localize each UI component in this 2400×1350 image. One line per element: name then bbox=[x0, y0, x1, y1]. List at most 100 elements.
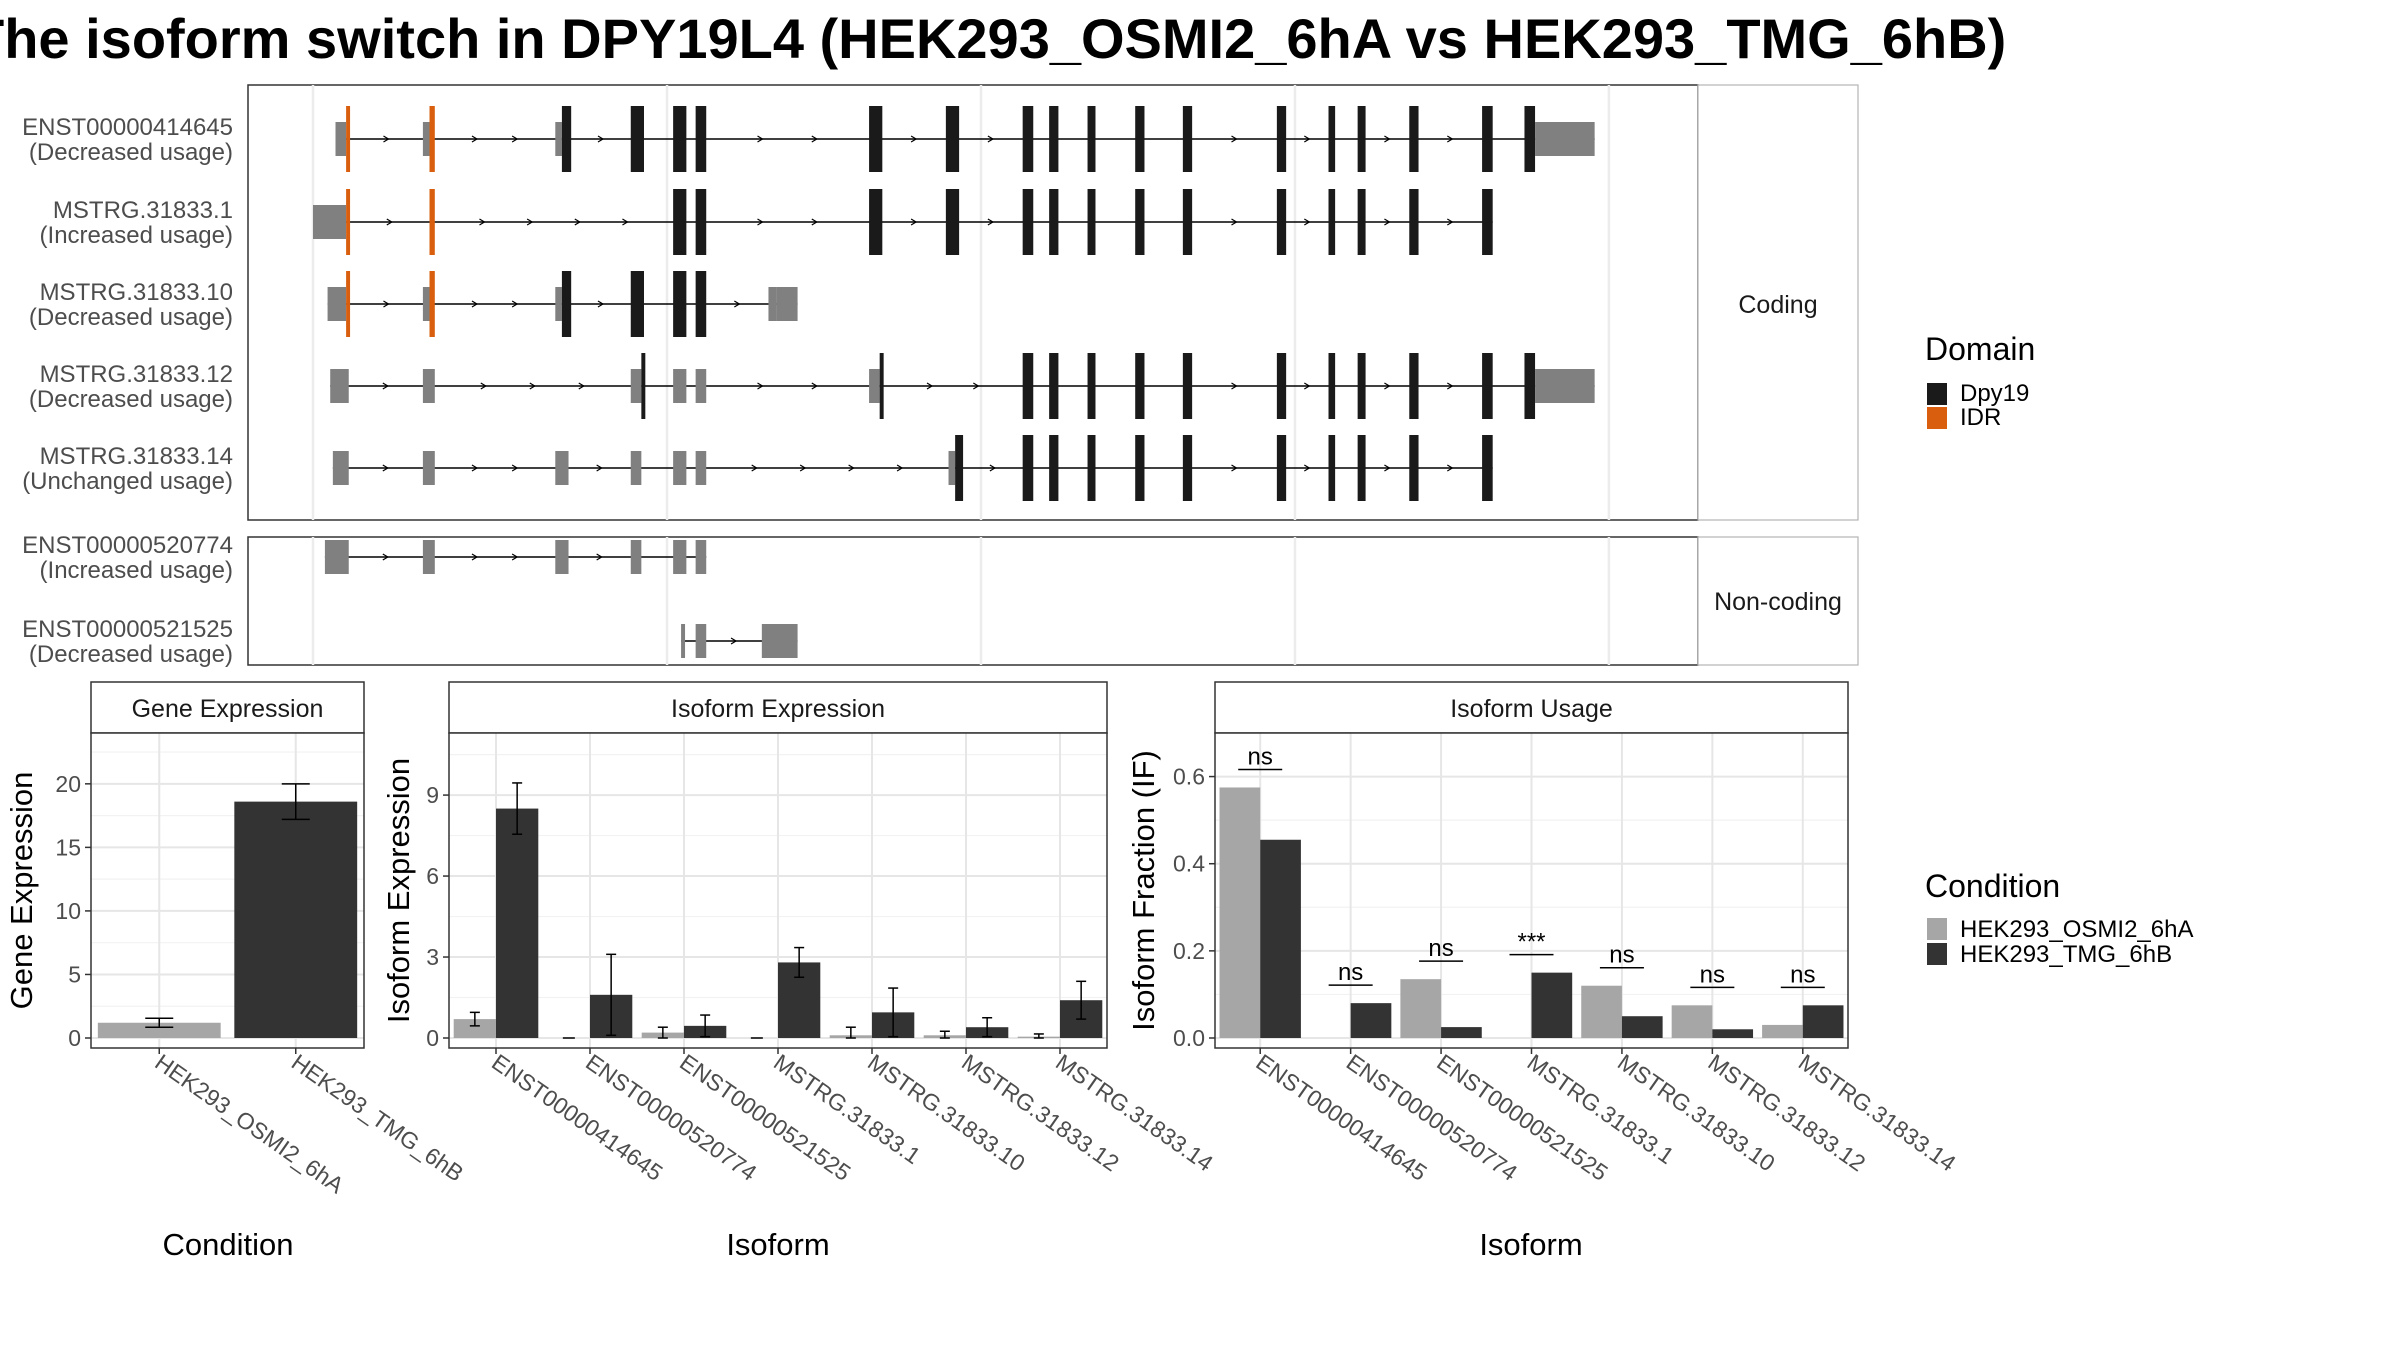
exon bbox=[1135, 435, 1145, 501]
exon bbox=[429, 189, 435, 255]
isoform-usage-label: (Unchanged usage) bbox=[22, 468, 233, 495]
figure-title: The isoform switch in DPY19L4 (HEK293_OS… bbox=[0, 7, 2006, 70]
bar bbox=[1671, 1005, 1713, 1038]
intron-arrow bbox=[1384, 218, 1391, 226]
isoform-usage-label: (Decreased usage) bbox=[29, 386, 233, 413]
legend-key-dpy19 bbox=[1927, 383, 1947, 405]
x-tick-label: MSTRG.31833.10 bbox=[1613, 1049, 1780, 1177]
bar bbox=[1762, 1024, 1803, 1038]
noncoding-panel bbox=[247, 536, 1699, 666]
intron-arrow bbox=[597, 300, 605, 308]
exon bbox=[1276, 435, 1287, 501]
bar bbox=[1441, 1027, 1482, 1038]
intron-arrow bbox=[1304, 218, 1311, 226]
intron-arrow bbox=[811, 218, 818, 226]
intron-arrow bbox=[382, 382, 389, 390]
exon bbox=[1482, 353, 1493, 419]
y-axis-title: Isoform Expression bbox=[381, 758, 416, 1023]
exon bbox=[1482, 106, 1493, 172]
intron-arrow bbox=[1447, 135, 1454, 143]
exon bbox=[555, 451, 569, 485]
x-tick-label: ENST00000520774 bbox=[581, 1049, 762, 1186]
isoform-row: MSTRG.31833.14(Unchanged usage) bbox=[22, 435, 1493, 501]
exon bbox=[1276, 353, 1287, 419]
bar bbox=[1621, 1016, 1663, 1038]
bar bbox=[496, 808, 539, 1038]
exon bbox=[1328, 106, 1336, 172]
intron-arrow bbox=[1447, 218, 1454, 226]
x-tick-label: ENST00000414645 bbox=[487, 1049, 667, 1186]
isoform-id-label: ENST00000521525 bbox=[22, 616, 233, 643]
isoform-structure-panel: CodingNon-codingENST00000414645(Decrease… bbox=[22, 84, 1859, 668]
bar bbox=[1400, 979, 1442, 1038]
y-tick-label: 6 bbox=[426, 863, 439, 889]
intron-arrow bbox=[574, 218, 581, 226]
intron-arrow bbox=[757, 135, 764, 143]
exon bbox=[422, 122, 430, 156]
legend-key-idr bbox=[1927, 407, 1947, 429]
intron-arrow bbox=[480, 382, 487, 390]
exon bbox=[695, 369, 707, 403]
intron-arrow bbox=[757, 218, 764, 226]
exon bbox=[1049, 353, 1059, 419]
intron-arrow bbox=[751, 464, 758, 472]
y-tick-label: 9 bbox=[426, 782, 439, 808]
intron-arrow bbox=[734, 300, 741, 308]
exon bbox=[555, 287, 562, 321]
significance-label: ns bbox=[1609, 942, 1634, 969]
intron-arrow bbox=[910, 218, 918, 226]
exon bbox=[346, 271, 351, 337]
exon bbox=[429, 106, 435, 172]
exon bbox=[695, 451, 707, 485]
intron-arrow bbox=[1304, 135, 1311, 143]
y-tick-label: 0.0 bbox=[1173, 1025, 1205, 1051]
isoform-usage-label: (Increased usage) bbox=[40, 557, 233, 584]
x-tick-label: MSTRG.31833.14 bbox=[1794, 1049, 1961, 1177]
exon bbox=[1182, 435, 1193, 501]
exon bbox=[641, 353, 646, 419]
significance-label: ns bbox=[1248, 743, 1273, 770]
isoform-row: MSTRG.31833.1(Increased usage) bbox=[40, 189, 1493, 255]
intron-arrow bbox=[1447, 382, 1454, 390]
y-tick-label: 20 bbox=[55, 771, 81, 797]
bar bbox=[97, 1022, 221, 1038]
exon bbox=[1135, 106, 1145, 172]
bar-charts: Gene Expression05101520HEK293_OSMI2_6hAH… bbox=[4, 681, 1961, 1262]
intron-arrow bbox=[382, 464, 389, 472]
legend-key-cond-a bbox=[1927, 918, 1947, 940]
exon bbox=[324, 540, 349, 574]
exon bbox=[630, 271, 644, 337]
intron-arrow bbox=[479, 218, 486, 226]
intron-arrow bbox=[811, 135, 818, 143]
intron-arrow bbox=[526, 218, 534, 226]
exon bbox=[422, 287, 430, 321]
bar bbox=[453, 1019, 496, 1038]
plot-border bbox=[90, 732, 365, 1049]
chart-title: Gene Expression bbox=[132, 695, 324, 723]
intron-arrow bbox=[989, 464, 997, 472]
y-tick-label: 0.4 bbox=[1173, 851, 1205, 877]
bar bbox=[1581, 985, 1622, 1038]
y-axis-title: Gene Expression bbox=[4, 772, 39, 1010]
isoform-row: MSTRG.31833.12(Decreased usage) bbox=[29, 353, 1595, 419]
intron-arrow bbox=[382, 553, 389, 561]
significance-label: ns bbox=[1700, 961, 1725, 988]
domain-legend-title: Domain bbox=[1925, 331, 2035, 367]
exon bbox=[1022, 435, 1034, 501]
exon bbox=[695, 106, 707, 172]
intron-arrow bbox=[471, 464, 479, 472]
y-tick-label: 15 bbox=[55, 834, 81, 860]
exon bbox=[1524, 353, 1536, 419]
intron-arrow bbox=[910, 135, 918, 143]
intron-arrow bbox=[1304, 464, 1311, 472]
exon bbox=[335, 122, 347, 156]
chart-title: Isoform Usage bbox=[1450, 695, 1613, 723]
isoform-usage-label: (Decreased usage) bbox=[29, 139, 233, 166]
x-axis-title: Isoform bbox=[726, 1227, 829, 1262]
legend-label-idr: IDR bbox=[1960, 404, 2001, 431]
chart-strip bbox=[448, 681, 1108, 734]
intron-arrow bbox=[383, 135, 390, 143]
exon bbox=[1182, 106, 1193, 172]
exon bbox=[1357, 106, 1366, 172]
exon bbox=[1482, 435, 1493, 501]
